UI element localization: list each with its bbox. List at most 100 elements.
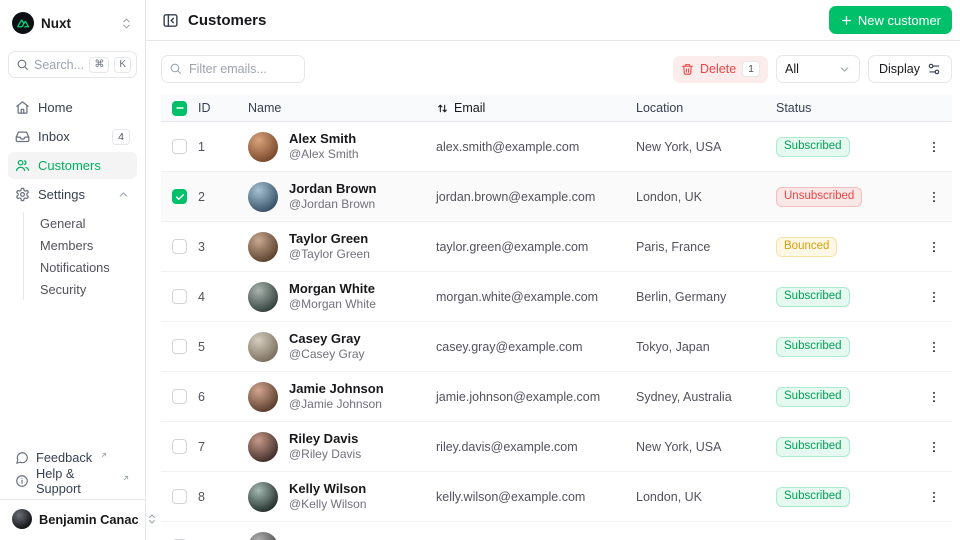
row-checkbox[interactable] — [172, 389, 187, 404]
row-menu-button[interactable] — [923, 336, 945, 358]
row-id: 8 — [198, 489, 205, 504]
row-id: 2 — [198, 189, 205, 204]
row-menu-button[interactable] — [923, 286, 945, 308]
customer-handle: @Alex Smith — [289, 147, 359, 162]
collapse-sidebar-icon[interactable] — [162, 12, 179, 29]
sidebar-item-feedback[interactable]: Feedback — [8, 446, 137, 469]
row-checkbox[interactable] — [172, 139, 187, 154]
delete-button[interactable]: Delete 1 — [673, 55, 768, 83]
table-row[interactable]: 3 Taylor Green @Taylor Green taylor.gree… — [161, 222, 952, 272]
display-button[interactable]: Display — [868, 55, 952, 83]
sidebar-item-members[interactable]: Members — [40, 237, 94, 253]
home-icon — [15, 100, 30, 115]
customer-handle: @Jamie Johnson — [289, 397, 382, 412]
row-checkbox[interactable] — [172, 289, 187, 304]
row-checkbox[interactable] — [172, 439, 187, 454]
status-badge: Subscribed — [776, 487, 850, 507]
table-row[interactable]: 6 Jamie Johnson @Jamie Johnson jamie.joh… — [161, 372, 952, 422]
table-row[interactable]: 4 Morgan White @Morgan White morgan.whit… — [161, 272, 952, 322]
customer-email: alex.smith@example.com — [436, 139, 580, 154]
customer-name: Alex Smith — [289, 130, 357, 146]
select-all-checkbox[interactable] — [172, 100, 187, 116]
sidebar-item-label: Feedback — [36, 450, 93, 465]
row-menu-button[interactable] — [923, 236, 945, 258]
workspace-switcher[interactable]: Nuxt — [8, 8, 137, 38]
customer-location: New York, USA — [636, 439, 722, 454]
row-checkbox[interactable] — [172, 489, 187, 504]
inbox-count-badge: 4 — [112, 128, 130, 145]
customer-handle: @Taylor Green — [289, 247, 370, 262]
chevron-up-down-icon — [146, 513, 158, 525]
table-row[interactable]: 1 Alex Smith @Alex Smith alex.smith@exam… — [161, 122, 952, 172]
row-id: 4 — [198, 289, 205, 304]
table-row[interactable]: 2 Jordan Brown @Jordan Brown jordan.brow… — [161, 172, 952, 222]
chevron-up-down-icon — [120, 17, 133, 30]
sidebar-item-label: Help & Support — [36, 465, 81, 496]
customer-location: London, UK — [636, 489, 703, 504]
search-input[interactable]: Search... ⌘ K — [8, 51, 137, 78]
customer-avatar — [248, 431, 278, 462]
row-menu-button[interactable] — [923, 486, 945, 508]
row-menu-button[interactable] — [923, 186, 945, 208]
sidebar-item-security[interactable]: Security — [40, 281, 87, 297]
sidebar-item-home[interactable]: Home — [8, 94, 137, 121]
sidebar-item-notifications[interactable]: Notifications — [40, 259, 110, 275]
customer-name: Taylor Green — [289, 230, 369, 246]
status-badge: Subscribed — [776, 337, 850, 357]
customer-email: kelly.wilson@example.com — [436, 489, 586, 504]
user-menu[interactable]: Benjamin Canac — [8, 506, 155, 532]
customer-name: Jamie Johnson — [289, 380, 384, 396]
row-checkbox[interactable] — [172, 189, 187, 204]
sidebar-item-label: Customers — [38, 158, 101, 173]
customer-location: Berlin, Germany — [636, 289, 727, 304]
sidebar-item-help-support[interactable]: Help & Support — [8, 466, 137, 496]
sidebar: Nuxt Search... ⌘ K Home — [0, 0, 155, 540]
search-icon — [16, 58, 29, 71]
customer-avatar — [248, 231, 278, 262]
row-menu-button[interactable] — [923, 386, 945, 408]
column-header-name: Name — [248, 101, 282, 115]
info-icon — [15, 474, 29, 488]
table-row[interactable]: 5 Casey Gray @Casey Gray casey.gray@exam… — [161, 322, 952, 372]
column-header-email[interactable]: Email — [436, 101, 636, 115]
column-header-id: ID — [198, 101, 211, 115]
external-link-icon — [100, 451, 108, 459]
table-body: 1 Alex Smith @Alex Smith alex.smith@exam… — [161, 122, 952, 540]
sidebar-item-label: Inbox — [38, 129, 70, 144]
kbd-meta: ⌘ — [89, 56, 110, 73]
new-customer-button[interactable]: New customer — [828, 6, 952, 34]
sidebar-item-settings[interactable]: Settings — [8, 181, 137, 208]
search-icon — [169, 62, 182, 75]
sort-arrows-icon — [436, 102, 449, 115]
row-checkbox[interactable] — [172, 339, 187, 354]
settings-sub-list: General Members Notifications Security — [23, 212, 137, 300]
customer-email: taylor.green@example.com — [436, 239, 589, 254]
row-menu-button[interactable] — [923, 436, 945, 458]
table-header-row: ID Name Email Location Status — [161, 95, 952, 122]
status-badge: Unsubscribed — [776, 187, 863, 207]
table-toolbar: Delete 1 All Display — [161, 41, 952, 95]
status-badge: Bounced — [776, 237, 838, 257]
row-checkbox[interactable] — [172, 239, 187, 254]
customer-name: Casey Gray — [289, 330, 361, 346]
table-row-partial[interactable] — [161, 522, 952, 540]
table-row[interactable]: 8 Kelly Wilson @Kelly Wilson kelly.wilso… — [161, 472, 952, 522]
sidebar-item-label: Settings — [38, 187, 85, 202]
filter-emails-input[interactable] — [161, 55, 305, 83]
status-filter-select[interactable]: All — [776, 55, 860, 83]
row-menu-button[interactable] — [923, 136, 945, 158]
customer-email: jordan.brown@example.com — [436, 189, 596, 204]
sidebar-item-customers[interactable]: Customers — [8, 152, 137, 179]
user-avatar — [12, 509, 32, 529]
main-panel: Customers New customer — [146, 0, 960, 540]
customer-avatar — [248, 181, 278, 212]
sidebar-item-general[interactable]: General — [40, 215, 86, 231]
external-link-icon — [122, 474, 130, 482]
users-icon — [15, 158, 30, 173]
row-id: 1 — [198, 139, 205, 154]
status-badge: Subscribed — [776, 387, 850, 407]
chat-bubble-icon — [15, 451, 29, 465]
table-row[interactable]: 7 Riley Davis @Riley Davis riley.davis@e… — [161, 422, 952, 472]
sidebar-item-inbox[interactable]: Inbox 4 — [8, 123, 137, 150]
customer-location: London, UK — [636, 189, 703, 204]
